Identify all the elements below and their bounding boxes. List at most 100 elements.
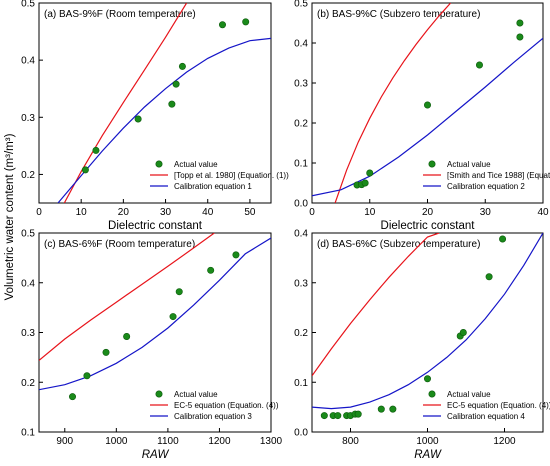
- panel-title: (b) BAS-9%C (Subzero temperature): [317, 9, 480, 20]
- y-tick-label: 0.1: [294, 159, 308, 170]
- y-tick-label: 0.3: [294, 278, 308, 289]
- x-axis-label: Dielectric constant: [381, 220, 476, 232]
- panel-title: (d) BAS-6%C (Subzero temperature): [317, 239, 480, 250]
- x-tick-label: 10: [364, 207, 376, 218]
- data-point: [169, 313, 177, 321]
- panel-title: (c) BAS-6%F (Room temperature): [44, 239, 195, 250]
- data-point: [134, 115, 142, 123]
- legend-marker-point: [155, 160, 163, 168]
- legend-marker-point: [155, 390, 163, 398]
- data-point: [499, 235, 507, 243]
- y-axis-label: Volumetric water content (m³/m³): [4, 133, 16, 300]
- y-tick-label: 0.3: [294, 79, 308, 90]
- data-point: [218, 21, 226, 29]
- y-tick-label: 0.5: [21, 229, 35, 240]
- data-point: [459, 328, 467, 336]
- data-point: [92, 146, 100, 154]
- series-layer: [312, 233, 543, 410]
- y-tick-label: 0.5: [21, 0, 35, 10]
- legend-label: EC-5 equation (Equation. (4)): [174, 401, 279, 410]
- legend-label: [Topp et al. 1980] (Equation. (1)): [174, 171, 289, 180]
- series-line-red: [63, 3, 188, 203]
- panel-b: 0 10 20 30 40 0.0 0.1 0.2 0.3 0.4 0.5 Dielectric co…: [294, 0, 550, 232]
- y-tick-label: 0.4: [21, 278, 35, 289]
- data-point: [354, 410, 362, 418]
- legend-label: Calibration equation 4: [447, 412, 525, 421]
- data-point: [475, 61, 483, 69]
- x-tick-label: 40: [537, 207, 549, 218]
- x-axis-label: Dielectric constant: [108, 220, 203, 232]
- x-tick-label: 20: [422, 207, 434, 218]
- x-tick-label: 0: [309, 207, 315, 218]
- x-tick-label: 1300: [260, 436, 283, 447]
- legend-label: Actual value: [447, 390, 491, 399]
- data-point: [232, 251, 240, 259]
- x-axis-label: RAW: [142, 449, 170, 461]
- panel-c: 900 1000 1100 1200 1300 0.1 0.2 0.3 0.4 0.5 RAW (c)…: [21, 229, 282, 462]
- data-point: [361, 179, 369, 187]
- x-tick-label: 20: [118, 207, 130, 218]
- x-tick-label: 800: [342, 436, 359, 447]
- x-tick-label: 1200: [493, 436, 516, 447]
- series-line-blue: [312, 37, 543, 197]
- legend-label: EC-5 equation (Equation. (4)): [447, 401, 550, 410]
- y-tick-label: 0.2: [21, 170, 35, 181]
- data-point: [377, 405, 385, 413]
- series-line-blue: [57, 37, 271, 203]
- legend-label: Calibration equation 1: [174, 182, 252, 191]
- data-point: [423, 101, 431, 109]
- y-tick-label: 0.4: [294, 229, 308, 240]
- x-tick-label: 0: [36, 207, 42, 218]
- data-point: [83, 372, 91, 380]
- y-tick-label: 0.2: [294, 328, 308, 339]
- series-layer: [39, 233, 271, 391]
- x-tick-label: 1200: [208, 436, 231, 447]
- x-tick-label: 10: [76, 207, 88, 218]
- data-point: [123, 332, 131, 340]
- y-tick-label: 0.1: [294, 378, 308, 389]
- x-tick-label: 1000: [416, 436, 439, 447]
- y-tick-label: 0.0: [294, 428, 308, 439]
- legend-marker-point: [428, 390, 436, 398]
- data-point: [423, 375, 431, 383]
- y-tick-label: 0.2: [21, 378, 35, 389]
- y-tick-label: 0.4: [294, 39, 308, 50]
- data-point: [81, 166, 89, 174]
- data-point: [485, 273, 493, 281]
- series-line-red: [39, 233, 215, 361]
- x-tick-label: 900: [56, 436, 73, 447]
- legend-label: [Smith and Tice 1988] (Equation. (2)): [447, 171, 550, 180]
- data-point: [172, 80, 180, 88]
- x-tick-label: 1100: [157, 436, 179, 447]
- x-tick-label: 50: [244, 207, 256, 218]
- x-tick-label: 30: [480, 207, 492, 218]
- y-tick-label: 0.3: [21, 113, 35, 124]
- legend-label: Actual value: [174, 160, 218, 169]
- y-tick-label: 0.3: [21, 328, 35, 339]
- data-point: [242, 18, 250, 26]
- y-tick-label: 0.5: [294, 0, 308, 10]
- series-line-red: [312, 233, 440, 377]
- data-point: [320, 412, 328, 420]
- panel-a: 0 10 20 30 40 50 0.2 0.3 0.4 0.5 Dielectric consta…: [21, 0, 289, 232]
- data-point: [207, 266, 215, 274]
- y-tick-label: 0.4: [21, 56, 35, 67]
- data-point: [178, 62, 186, 70]
- data-point: [516, 19, 524, 27]
- data-point: [334, 412, 342, 420]
- plot-frame: [38, 2, 272, 204]
- y-tick-label: 0.1: [21, 428, 35, 439]
- x-tick-label: 40: [202, 207, 214, 218]
- y-tick-label: 0.0: [294, 199, 308, 210]
- legend-label: Calibration equation 3: [174, 412, 252, 421]
- x-axis-label: RAW: [414, 449, 442, 461]
- y-tick-label: 0.2: [294, 119, 308, 130]
- series-layer: [312, 3, 543, 203]
- data-point: [102, 348, 110, 356]
- legend-marker-point: [428, 160, 436, 168]
- panel-title: (a) BAS-9%F (Room temperature): [44, 9, 196, 20]
- data-point: [516, 33, 524, 41]
- x-tick-label: 30: [160, 207, 172, 218]
- data-point: [175, 288, 183, 296]
